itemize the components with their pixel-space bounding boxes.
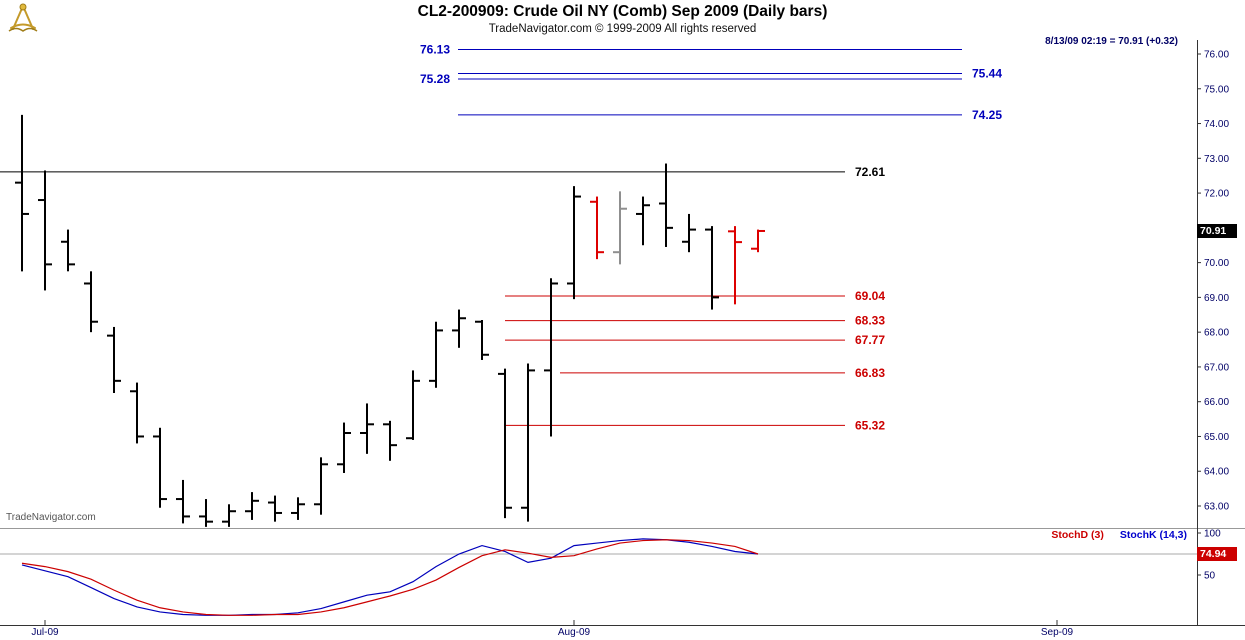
svg-text:100: 100 [1204, 529, 1221, 540]
svg-text:75.00: 75.00 [1204, 84, 1229, 95]
svg-text:74.25: 74.25 [972, 108, 1002, 122]
trade-navigator-logo-icon [8, 3, 38, 32]
svg-text:72.00: 72.00 [1204, 189, 1229, 200]
svg-text:75.44: 75.44 [972, 66, 1002, 80]
chart-title: CL2-200909: Crude Oil NY (Comb) Sep 2009… [417, 3, 828, 20]
copyright-line: TradeNavigator.com © 1999-2009 All right… [488, 23, 757, 35]
svg-text:65.32: 65.32 [855, 418, 885, 432]
svg-text:76.13: 76.13 [420, 42, 450, 56]
svg-text:69.04: 69.04 [855, 289, 885, 303]
svg-text:74.00: 74.00 [1204, 119, 1229, 130]
svg-text:69.00: 69.00 [1204, 293, 1229, 304]
svg-text:72.61: 72.61 [855, 165, 885, 179]
svg-text:64.00: 64.00 [1204, 467, 1229, 478]
last-quote-readout: 8/13/09 02:19 = 70.91 (+0.32) [1045, 36, 1178, 47]
time-axis-label: Aug-09 [557, 627, 591, 638]
watermark: TradeNavigator.com [6, 512, 96, 523]
stoch-legend: StochD (3) StochK (14,3) [1051, 529, 1187, 541]
svg-text:67.00: 67.00 [1204, 362, 1229, 373]
svg-text:70.00: 70.00 [1204, 258, 1229, 269]
svg-text:65.00: 65.00 [1204, 432, 1229, 443]
time-axis-label: Jul-09 [31, 627, 59, 638]
stochd-legend-label[interactable]: StochD (3) [1051, 529, 1104, 541]
svg-text:66.83: 66.83 [855, 366, 885, 380]
svg-text:63.00: 63.00 [1204, 502, 1229, 513]
svg-text:68.33: 68.33 [855, 314, 885, 328]
svg-text:66.00: 66.00 [1204, 397, 1229, 408]
last-price-badge: 70.91 [1197, 224, 1237, 238]
stoch-value-badge: 74.94 [1197, 547, 1237, 561]
svg-text:76.00: 76.00 [1204, 50, 1229, 61]
time-axis-label: Sep-09 [1040, 627, 1074, 638]
stochk-legend-label[interactable]: StochK (14,3) [1119, 529, 1187, 541]
svg-text:67.77: 67.77 [855, 333, 885, 347]
svg-text:50: 50 [1204, 571, 1216, 582]
svg-text:68.00: 68.00 [1204, 328, 1229, 339]
svg-text:75.28: 75.28 [420, 72, 450, 86]
svg-text:73.00: 73.00 [1204, 154, 1229, 165]
